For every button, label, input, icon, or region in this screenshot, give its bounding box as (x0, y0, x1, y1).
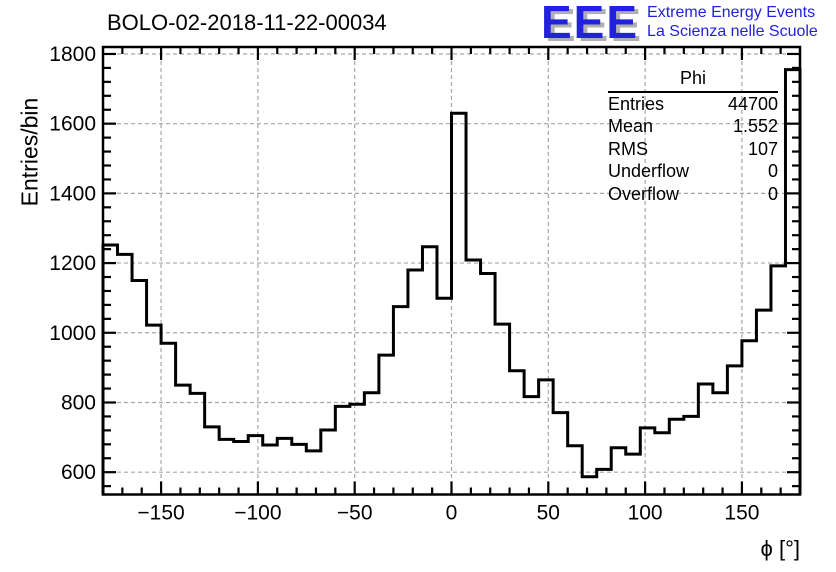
x-tick-label: 50 (537, 502, 560, 525)
y-tick-label: 1400 (49, 182, 96, 205)
stats-box-title: Phi (608, 68, 778, 93)
stats-value: 0 (767, 183, 778, 204)
stats-row: Mean 1.552 (608, 115, 778, 137)
stats-box: Phi Entries 44700 Mean 1.552 RMS 107 Underflow… (608, 68, 778, 205)
y-tick-label: 600 (61, 461, 96, 484)
eee-logo-line2: La Scienza nelle Scuole (647, 23, 818, 40)
y-tick-label: 1800 (49, 43, 96, 66)
x-tick-label: 150 (724, 502, 759, 525)
histogram-step-line (101, 68, 802, 495)
stats-rows: Entries 44700 Mean 1.552 RMS 107 Underflow 0 Ove… (608, 93, 778, 205)
y-tick-label: 1000 (49, 322, 96, 345)
eee-logo-line1: Extreme Energy Events (647, 4, 816, 21)
x-tick-label: 100 (628, 502, 663, 525)
stats-label: RMS (608, 138, 648, 159)
stats-label: Underflow (608, 161, 690, 182)
x-tick-label: −100 (234, 502, 281, 525)
stats-row: Entries 44700 (608, 93, 778, 115)
y-tick-label: 800 (61, 391, 96, 414)
x-tick-label: −150 (137, 502, 184, 525)
stats-value: 0 (767, 161, 778, 182)
y-axis-title: Entries/bin (16, 97, 43, 207)
y-tick-label: 1600 (49, 113, 96, 136)
stats-value: 1.552 (732, 116, 778, 137)
eee-logo: EEE Extreme Energy Events La Scienza nel… (541, 0, 818, 48)
stats-row: Underflow 0 (608, 160, 778, 182)
y-tick-label: 1200 (49, 252, 96, 275)
stats-label: Overflow (608, 183, 680, 204)
stats-row: RMS 107 (608, 138, 778, 160)
x-axis-title: ϕ [°] (760, 536, 800, 561)
eee-logo-subtitle: Extreme Energy Events La Scienza nelle S… (647, 3, 818, 41)
stats-value: 107 (747, 138, 778, 159)
x-tick-label: 0 (446, 502, 458, 525)
eee-logo-text: EEE (541, 0, 640, 48)
x-tick-label: −50 (337, 502, 373, 525)
stats-value: 44700 (727, 94, 778, 114)
stats-label: Mean (608, 116, 654, 137)
plot-title: BOLO-02-2018-11-22-00034 (107, 10, 387, 35)
stats-label: Entries (608, 94, 665, 114)
stats-row: Overflow 0 (608, 183, 778, 205)
